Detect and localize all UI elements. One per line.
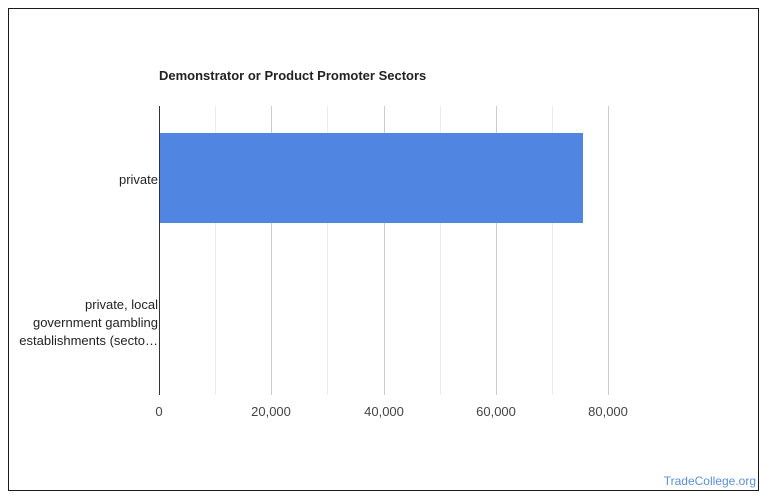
y-axis-line bbox=[159, 106, 160, 395]
category-label-private: private bbox=[119, 171, 158, 189]
gridline-30000 bbox=[327, 106, 328, 395]
x-tick-40000: 40,000 bbox=[364, 404, 404, 419]
chart-frame bbox=[8, 8, 759, 491]
category-label-private-local-gov-gambling: private, local government gambling estab… bbox=[19, 296, 158, 350]
gridline-50000 bbox=[440, 106, 441, 395]
x-tick-20000: 20,000 bbox=[251, 404, 291, 419]
gridline-80000 bbox=[608, 106, 609, 395]
watermark-link[interactable]: TradeCollege.org bbox=[663, 474, 756, 488]
x-tick-0: 0 bbox=[155, 404, 163, 419]
category-label-line: private, local bbox=[85, 297, 158, 312]
bar-private[interactable] bbox=[159, 133, 583, 223]
x-tick-80000: 80,000 bbox=[588, 404, 628, 419]
gridline-60000 bbox=[496, 106, 497, 395]
gridline-20000 bbox=[271, 106, 272, 395]
gridline-70000 bbox=[552, 106, 553, 395]
gridline-10000 bbox=[215, 106, 216, 395]
category-label-line: private bbox=[118, 172, 158, 187]
gridline-40000 bbox=[384, 106, 385, 395]
chart-title: Demonstrator or Product Promoter Sectors bbox=[159, 68, 427, 83]
category-label-line: government gambling bbox=[32, 315, 158, 330]
plot-area bbox=[159, 106, 719, 395]
category-label-line: establishments (secto… bbox=[19, 333, 158, 348]
x-tick-60000: 60,000 bbox=[476, 404, 516, 419]
